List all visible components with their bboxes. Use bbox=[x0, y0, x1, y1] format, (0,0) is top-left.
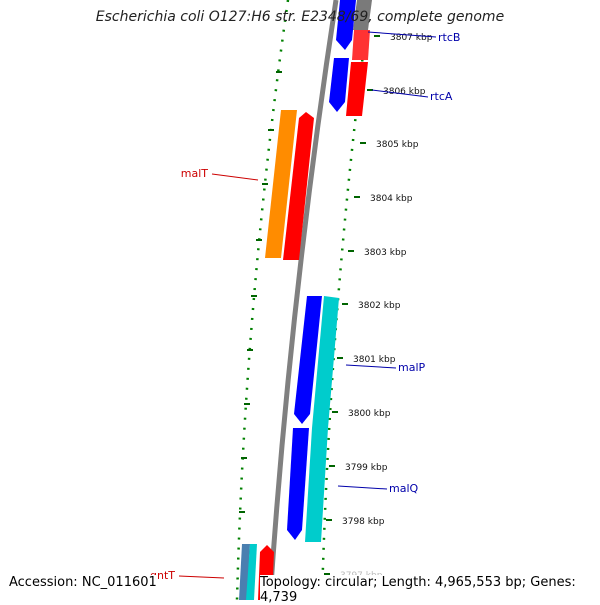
tick-label: 3799 kbp bbox=[345, 463, 388, 473]
backbone bbox=[267, 0, 339, 600]
inner-tick-marks bbox=[239, 71, 282, 513]
gene-red-top bbox=[352, 30, 370, 60]
gene-label-rtcB: rtcB bbox=[438, 31, 460, 44]
topology-info: Topology: circular; Length: 4,965,553 bp… bbox=[260, 575, 600, 605]
gene-malT bbox=[283, 112, 314, 260]
tick-label: 3802 kbp bbox=[358, 301, 401, 311]
gene-malP bbox=[294, 296, 322, 424]
gene-rtcA-red bbox=[346, 62, 368, 116]
gene-rtcB bbox=[336, 0, 356, 50]
accession-info: Accession: NC_011601 bbox=[9, 575, 157, 590]
inner-dotted-track bbox=[235, 0, 290, 600]
gene-rtcA-blue bbox=[329, 58, 349, 112]
gene-malQ bbox=[287, 428, 309, 540]
gene-cyan-1 bbox=[312, 296, 339, 428]
tick-label: 3806 kbp bbox=[383, 87, 426, 97]
gene-cyan-2 bbox=[305, 428, 328, 542]
gene-label-malP: malP bbox=[398, 361, 426, 374]
gene-label-rtcA: rtcA bbox=[430, 90, 453, 103]
gene-orange bbox=[265, 110, 297, 258]
gene-cyan-bottom bbox=[246, 544, 257, 600]
gene-gray-top bbox=[353, 0, 372, 30]
tick-label: 3805 kbp bbox=[376, 140, 419, 150]
leader-line-malT bbox=[211, 173, 259, 181]
leader-line-gntT bbox=[178, 575, 225, 579]
accession-label: Accession: bbox=[9, 575, 78, 590]
tick-label: 3803 kbp bbox=[364, 248, 407, 258]
tick-label: 3807 kbp bbox=[390, 33, 433, 43]
tick-label: 3801 kbp bbox=[353, 355, 396, 365]
leader-line-rtcA bbox=[371, 89, 429, 98]
gene-label-malT: malT bbox=[181, 167, 209, 180]
chart-title: Escherichia coli O127:H6 str. E2348/69, … bbox=[95, 9, 505, 25]
tick-labels: 3807 kbp 3806 kbp 3805 kbp 3804 kbp 3803 kbp… bbox=[324, 33, 433, 581]
gene-label-malQ: malQ bbox=[389, 482, 419, 495]
leader-line-malP bbox=[345, 364, 397, 369]
tick-label: 3804 kbp bbox=[370, 194, 413, 204]
leader-line-malQ bbox=[337, 485, 388, 490]
tick-label: 3800 kbp bbox=[348, 409, 391, 419]
tick-label: 3798 kbp bbox=[342, 517, 385, 527]
leader-line-rtcB bbox=[367, 31, 437, 38]
accession-value: NC_011601 bbox=[81, 575, 157, 590]
